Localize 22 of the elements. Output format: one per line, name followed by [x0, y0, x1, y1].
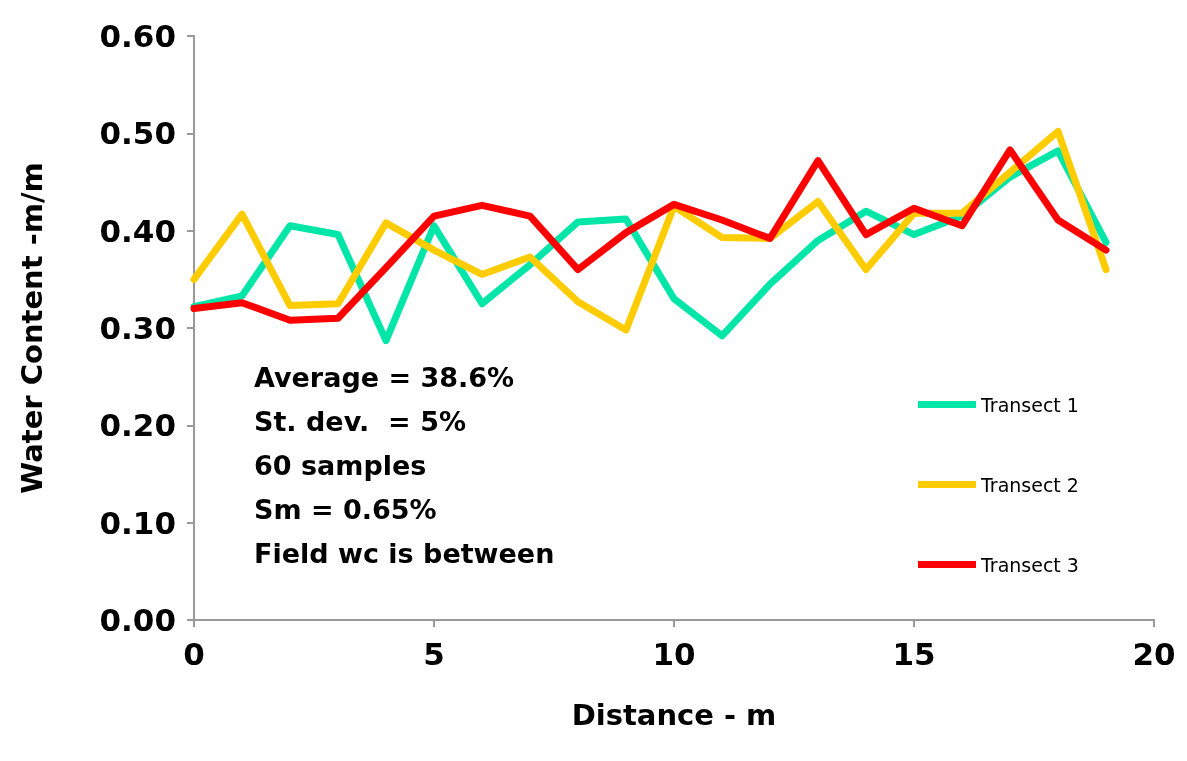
annotation: 60 samples — [254, 450, 427, 481]
y-axis-title: Water Content -m/m — [14, 162, 49, 494]
legend-label: Transect 3 — [980, 553, 1079, 576]
annotation: Sm = 0.65% — [254, 494, 437, 525]
x-tick-label: 15 — [892, 635, 936, 672]
x-axis-title: Distance - m — [571, 697, 777, 732]
legend-label: Transect 1 — [980, 393, 1079, 416]
annotation: Average = 38.6% — [254, 362, 515, 393]
y-tick-label: 0.40 — [99, 212, 176, 249]
y-tick-label: 0.00 — [99, 602, 176, 638]
annotation: Field wc is between — [254, 538, 555, 569]
y-tick-label: 0.10 — [99, 504, 176, 541]
y-tick-label: 0.50 — [99, 115, 176, 152]
x-tick-label: 10 — [652, 635, 696, 672]
y-tick-label: 0.60 — [99, 18, 176, 54]
y-tick-label: 0.30 — [99, 310, 176, 346]
legend-label: Transect 2 — [980, 473, 1079, 496]
annotation: St. dev. = 5% — [254, 406, 466, 437]
y-tick-label: 0.20 — [99, 407, 176, 444]
x-tick-label: 20 — [1132, 635, 1176, 672]
x-tick-label: 0 — [183, 635, 205, 672]
x-tick-label: 5 — [423, 635, 445, 672]
